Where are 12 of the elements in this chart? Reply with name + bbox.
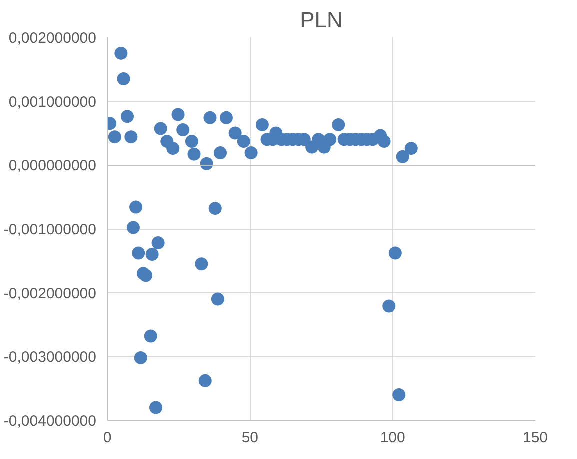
y-tick-label: 0,000000000 xyxy=(8,158,97,175)
y-tick-label: -0,003000000 xyxy=(4,349,97,366)
x-tick-label: 150 xyxy=(522,430,548,446)
y-tick-label: 0,001000000 xyxy=(8,94,97,111)
y-tick-label: -0,001000000 xyxy=(4,222,97,238)
x-tick-label: 50 xyxy=(242,430,259,446)
y-tick-label: -0,004000000 xyxy=(4,413,97,430)
y-tick-label: 0,002000000 xyxy=(8,30,97,47)
chart-title: PLN xyxy=(300,8,343,32)
x-tick-label: 0 xyxy=(103,430,112,446)
y-tick-label: -0,002000000 xyxy=(4,285,97,302)
x-tick-label: 100 xyxy=(380,430,406,446)
